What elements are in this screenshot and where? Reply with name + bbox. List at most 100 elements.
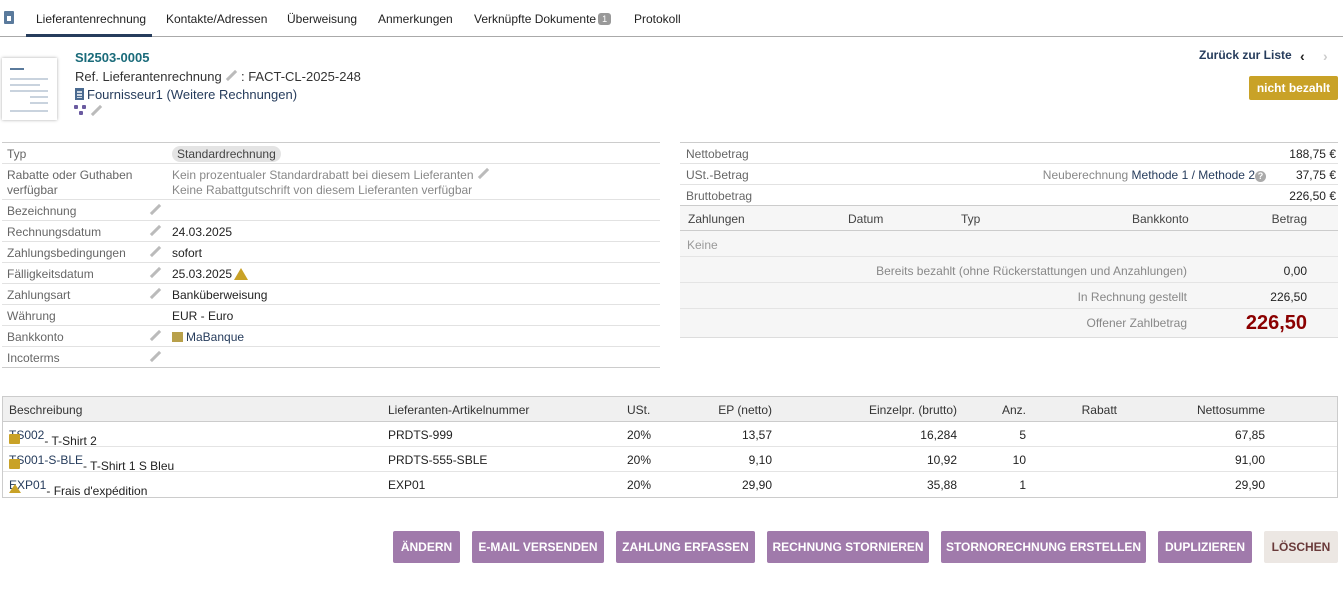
linked-count-badge: 1: [598, 13, 612, 25]
field-row-label: Bezeichnung: [2, 200, 660, 221]
supplier-ref-label: Ref. Lieferantenrechnung: [75, 69, 222, 84]
next-arrow-icon: ›: [1323, 48, 1328, 64]
field-label: Typ: [7, 147, 27, 161]
building-icon: [75, 88, 84, 100]
vat-recalc: Neuberechnung Methode 1 / Methode 2?: [1043, 168, 1266, 182]
line-description: EXP01 - Frais d'expédition: [9, 478, 147, 498]
edit-supplier-ref-icon[interactable]: [225, 70, 237, 82]
payments-none-row: Keine: [680, 231, 1338, 257]
tab-linked-documents[interactable]: Verknüpfte Dokumente 1: [474, 12, 612, 26]
line-unit-net: 9,10: [748, 453, 772, 467]
payments-header-type: Typ: [961, 212, 981, 226]
field-label: Zahlungsart: [7, 288, 71, 302]
type-pill: Standardrechnung: [172, 146, 281, 162]
more-invoices-link[interactable]: (Weitere Rechnungen): [166, 87, 298, 102]
help-icon[interactable]: ?: [1255, 171, 1266, 182]
edit-incoterms-icon[interactable]: [149, 351, 161, 363]
tab-linked-documents-label: Verknüpfte Dokumente: [474, 12, 597, 26]
due-date-value: 25.03.2025: [172, 267, 233, 281]
line-qty: 1: [1019, 478, 1026, 492]
table-row: TS002 - T-Shirt 2 PRDTS-999 20% 13,57 16…: [3, 422, 1337, 448]
vat-row: USt.-Betrag Neuberechnung Methode 1 / Me…: [680, 164, 1338, 185]
modify-button[interactable]: ÄNDERN: [393, 531, 460, 563]
field-value: Kein prozentualer Standardrabatt bei die…: [172, 168, 489, 198]
table-row: TS001-S-BLE - T-Shirt 1 S Bleu PRDTS-555…: [3, 447, 1337, 473]
tab-log[interactable]: Protokoll: [634, 12, 681, 26]
method2-link[interactable]: Methode 2: [1198, 168, 1255, 182]
field-row-bank: Bankkonto MaBanque: [2, 326, 660, 347]
edit-links-icon[interactable]: [90, 105, 102, 117]
line-unit-net: 13,57: [741, 428, 772, 442]
payments-header-bank: Bankkonto: [1132, 212, 1189, 226]
field-label: Rechnungsdatum: [7, 225, 102, 239]
tab-contacts[interactable]: Kontakte/Adressen: [166, 12, 268, 26]
lines-header: Beschreibung Lieferanten-Artikelnummer U…: [3, 397, 1337, 422]
field-value: EUR - Euro: [172, 309, 234, 323]
vat-value: 37,75 €: [1295, 168, 1336, 182]
tab-notes[interactable]: Anmerkungen: [378, 12, 453, 26]
edit-payment-method-icon[interactable]: [149, 288, 161, 300]
status-badge: nicht bezahlt: [1249, 76, 1338, 100]
field-value: 25.03.2025: [172, 267, 249, 282]
previous-arrow-icon[interactable]: ‹: [1300, 48, 1305, 64]
field-label: Bankkonto: [7, 330, 64, 344]
line-unit-gross: 16,284: [920, 428, 957, 442]
product-link[interactable]: TS001-S-BLE: [9, 453, 84, 467]
line-total: 67,85: [1234, 428, 1265, 442]
line-vat: 20%: [627, 478, 652, 492]
edit-due-date-icon[interactable]: [149, 267, 161, 279]
method-separator: /: [1191, 168, 1195, 182]
field-label: Währung: [7, 309, 56, 323]
send-email-button[interactable]: E-MAIL VERSENDEN: [472, 531, 604, 563]
line-vat: 20%: [627, 428, 652, 442]
table-row: EXP01 - Frais d'expédition EXP01 20% 29,…: [3, 472, 1337, 498]
active-tab-indicator: [26, 34, 152, 37]
payments-table: Zahlungen Datum Typ Bankkonto Betrag Kei…: [680, 205, 1338, 338]
back-to-list-link[interactable]: Zurück zur Liste: [1199, 48, 1292, 62]
col-supplier-ref: Lieferanten-Artikelnummer: [388, 403, 530, 417]
line-vat: 20%: [627, 453, 652, 467]
already-paid-value: 0,00: [1283, 264, 1307, 278]
cancel-invoice-button[interactable]: RECHNUNG STORNIEREN: [767, 531, 929, 563]
delete-button[interactable]: LÖSCHEN: [1264, 531, 1338, 563]
field-label: Incoterms: [7, 351, 60, 365]
edit-bank-icon[interactable]: [149, 330, 161, 342]
bank-icon: [172, 332, 183, 342]
enter-payment-button[interactable]: ZAHLUNG ERFASSEN: [616, 531, 755, 563]
col-total: Nettosumme: [1196, 403, 1265, 417]
invoiced-value: 226,50: [1270, 290, 1307, 304]
document-thumbnail[interactable]: [2, 58, 57, 120]
invoice-lines-table: Beschreibung Lieferanten-Artikelnummer U…: [2, 396, 1338, 498]
field-row-payment-terms: Zahlungsbedingungen sofort: [2, 242, 660, 263]
invoice-fields: Typ Standardrechnung Rabatte oder Guthab…: [2, 142, 660, 368]
tab-bar: Lieferantenrechnung Kontakte/Adressen Üb…: [0, 0, 1343, 37]
field-row-payment-method: Zahlungsart Banküberweisung: [2, 284, 660, 305]
already-paid-row: Bereits bezahlt (ohne Rückerstattungen u…: [680, 257, 1338, 283]
method1-link[interactable]: Methode 1: [1131, 168, 1189, 182]
tab-transfer[interactable]: Überweisung: [287, 12, 358, 26]
net-row: Nettobetrag 188,75 €: [680, 143, 1338, 164]
duplicate-button[interactable]: DUPLIZIEREN: [1158, 531, 1252, 563]
tab-invoice[interactable]: Lieferantenrechnung: [36, 12, 147, 26]
edit-discount-icon[interactable]: [477, 168, 489, 180]
edit-date-icon[interactable]: [149, 225, 161, 237]
bank-link[interactable]: MaBanque: [186, 330, 245, 344]
create-credit-note-button[interactable]: STORNORECHNUNG ERSTELLEN: [941, 531, 1146, 563]
line-unit-gross: 10,92: [926, 453, 957, 467]
field-label: Bezeichnung: [7, 204, 77, 218]
edit-label-icon[interactable]: [149, 204, 161, 216]
already-paid-label: Bereits bezahlt (ohne Rückerstattungen u…: [876, 264, 1187, 278]
linked-objects-icon[interactable]: [73, 104, 87, 116]
field-row-type: Typ Standardrechnung: [2, 143, 660, 164]
edit-terms-icon[interactable]: [149, 246, 161, 258]
supplier-link[interactable]: Fournisseur1: [87, 87, 163, 102]
line-supplier-ref: PRDTS-555-SBLE: [388, 453, 488, 467]
field-label: Fälligkeitsdatum: [7, 267, 94, 281]
discount-text: Kein prozentualer Standardrabatt bei die…: [172, 168, 474, 182]
field-row-invoice-date: Rechnungsdatum 24.03.2025: [2, 221, 660, 242]
field-value: sofort: [172, 246, 203, 260]
supplier-line: Fournisseur1 (Weitere Rechnungen): [75, 87, 297, 102]
supplier-ref-line: Ref. Lieferantenrechnung : FACT-CL-2025-…: [75, 69, 361, 84]
line-unit-gross: 35,88: [926, 478, 957, 492]
open-amount-value: 226,50: [1245, 312, 1307, 334]
